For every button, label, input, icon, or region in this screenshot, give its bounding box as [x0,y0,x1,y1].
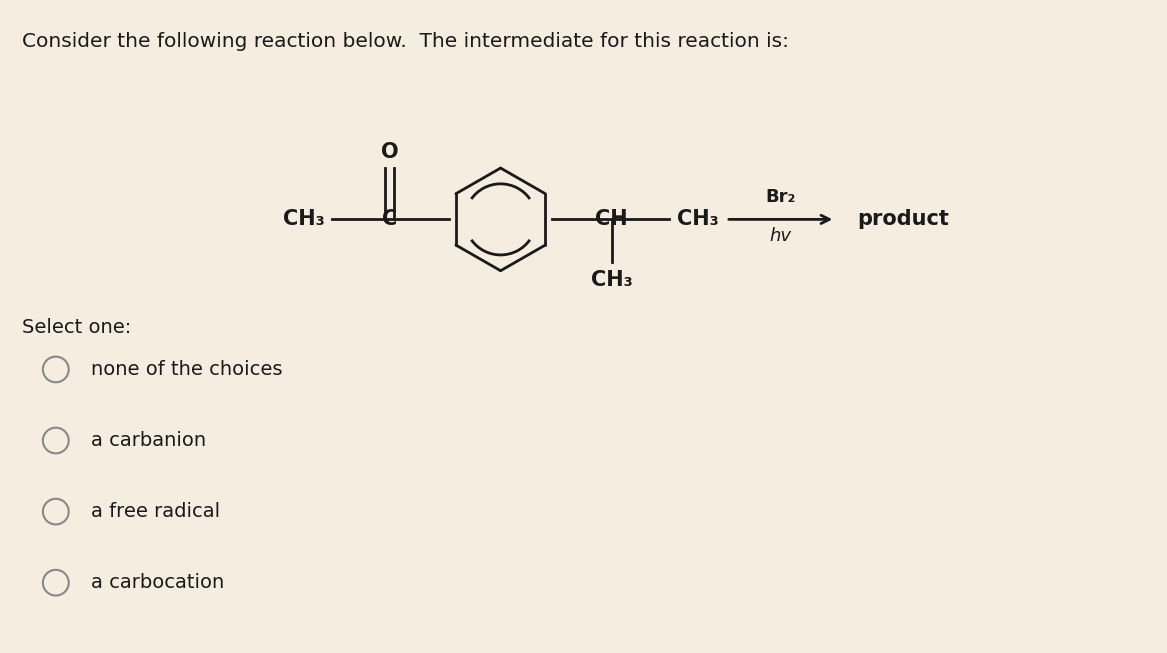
Text: a free radical: a free radical [91,502,219,521]
Text: product: product [857,210,949,229]
Text: Select one:: Select one: [22,318,132,337]
Text: O: O [380,142,398,162]
Text: hv: hv [769,227,791,246]
Text: a carbocation: a carbocation [91,573,224,592]
Text: CH₃: CH₃ [591,270,633,290]
Text: CH₃: CH₃ [284,210,324,229]
Text: CH₃: CH₃ [677,210,719,229]
Text: C: C [382,210,397,229]
Text: Consider the following reaction below.  The intermediate for this reaction is:: Consider the following reaction below. T… [22,32,789,51]
Text: a carbanion: a carbanion [91,431,205,450]
Text: CH: CH [595,210,628,229]
Text: none of the choices: none of the choices [91,360,282,379]
Text: Br₂: Br₂ [766,187,796,206]
